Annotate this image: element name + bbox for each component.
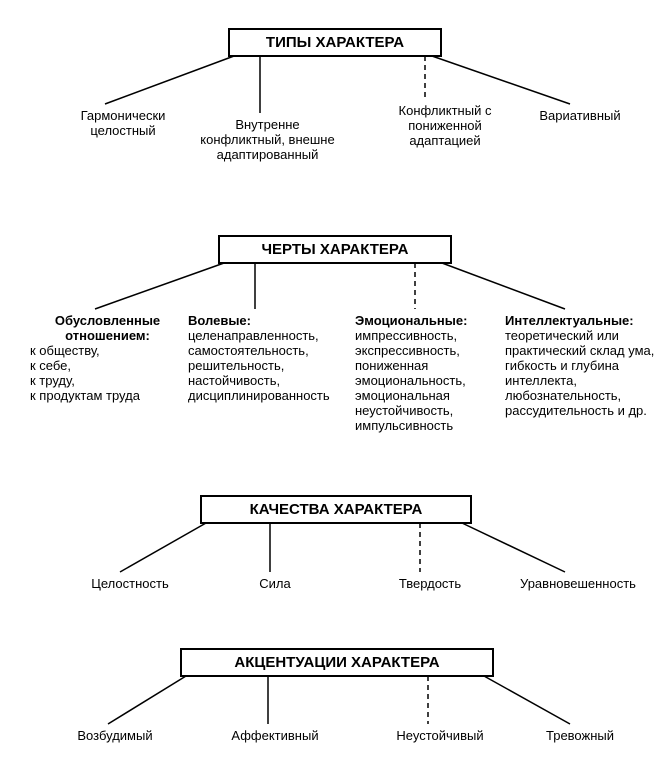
leaf-acc-1: Возбудимый xyxy=(55,728,175,743)
leaf-qualities-1: Целостность xyxy=(70,576,190,591)
leaf-acc-4: Тревожный xyxy=(520,728,640,743)
header-accentuations: АКЦЕНТУАЦИИ ХАРАКТЕРА xyxy=(180,648,494,677)
leaf-types-1: Гармонически целостный xyxy=(58,108,188,138)
leaf-traits-1: Обусловленные отношением: к обществу, к … xyxy=(30,313,185,403)
leaf-text: Вариативный xyxy=(520,108,640,123)
leaf-types-4: Вариативный xyxy=(520,108,640,123)
leaf-text: Сила xyxy=(235,576,315,591)
leaf-text: целенаправленность, самостоятельность, р… xyxy=(188,328,348,403)
leaf-title: Обусловленные отношением: xyxy=(30,313,185,343)
leaf-traits-3: Эмоциональные: импрессивность, экспресси… xyxy=(355,313,505,433)
header-qualities: КАЧЕСТВА ХАРАКТЕРА xyxy=(200,495,472,524)
leaf-acc-3: Неустойчивый xyxy=(370,728,510,743)
header-traits: ЧЕРТЫ ХАРАКТЕРА xyxy=(218,235,452,264)
leaf-text: Неустойчивый xyxy=(370,728,510,743)
leaf-text: Аффективный xyxy=(205,728,345,743)
leaf-types-2: Внутренне конфликтный, внешне адапти­ров… xyxy=(195,117,340,162)
leaf-text: Внутренне конфликтный, внешне адапти­ров… xyxy=(195,117,340,162)
leaf-text: импрессивность, экспрессивность, понижен… xyxy=(355,328,505,433)
leaf-text: Конфликтный с пониженной адаптацией xyxy=(380,103,510,148)
leaf-text: Гармонически целостный xyxy=(58,108,188,138)
leaf-text: Тревожный xyxy=(520,728,640,743)
leaf-traits-2: Волевые: целенаправленность, самостоятел… xyxy=(188,313,348,403)
leaf-text: к обществу, к себе, к труду, к продуктам… xyxy=(30,343,185,403)
header-types: ТИПЫ ХАРАКТЕРА xyxy=(228,28,442,57)
leaf-text: Целостность xyxy=(70,576,190,591)
leaf-text: Уравновешенность xyxy=(498,576,658,591)
leaf-traits-4: Интеллектуальные: теоретический или прак… xyxy=(505,313,655,418)
leaf-qualities-3: Твердость xyxy=(370,576,490,591)
leaf-qualities-4: Уравновешенность xyxy=(498,576,658,591)
leaf-text: Возбудимый xyxy=(55,728,175,743)
leaf-qualities-2: Сила xyxy=(235,576,315,591)
diagram-canvas: ТИПЫ ХАРАКТЕРА Гармонически целостный Вн… xyxy=(0,0,666,775)
leaf-title: Интеллектуальные: xyxy=(505,313,655,328)
leaf-text: Твердость xyxy=(370,576,490,591)
leaf-acc-2: Аффективный xyxy=(205,728,345,743)
leaf-title: Волевые: xyxy=(188,313,348,328)
leaf-text: теоретический или практический склад ума… xyxy=(505,328,655,418)
leaf-title: Эмоциональные: xyxy=(355,313,505,328)
leaf-types-3: Конфликтный с пониженной адаптацией xyxy=(380,103,510,148)
